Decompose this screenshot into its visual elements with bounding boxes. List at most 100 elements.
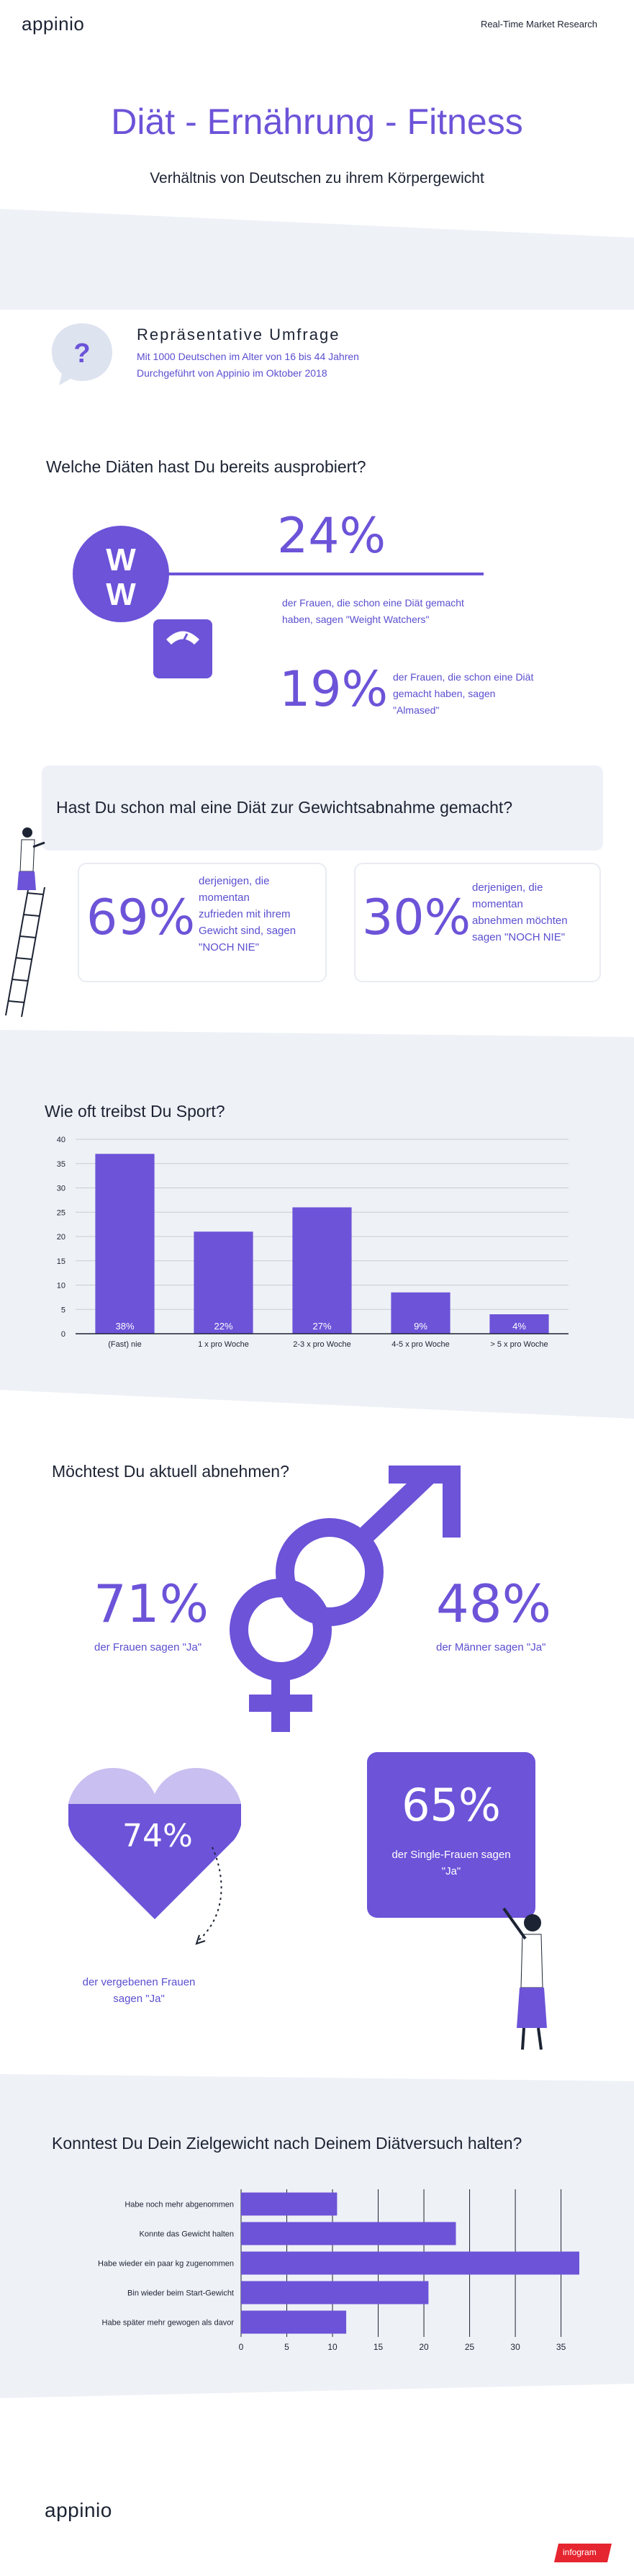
- woman-holding-sign-illustration: [502, 1907, 547, 2050]
- survey-line-1: Mit 1000 Deutschen im Alter von 16 bis 4…: [137, 351, 359, 362]
- svg-text:?: ?: [73, 338, 90, 369]
- bar: [391, 1292, 450, 1334]
- y-tick-label: Konnte das Gewicht halten: [140, 2230, 234, 2239]
- bar: [241, 2192, 338, 2216]
- almased-text-1: der Frauen, die schon eine Diät: [393, 671, 534, 683]
- y-tick-label: Habe später mehr gewogen als davor: [102, 2319, 235, 2328]
- almased-text-3: "Almased": [393, 704, 440, 716]
- sport-question: Wie oft treibst Du Sport?: [45, 1102, 225, 1121]
- bar: [241, 2281, 429, 2305]
- taken-text-2: sagen "Ja": [113, 1993, 165, 2005]
- svg-text:W: W: [106, 577, 136, 612]
- satisfied-text-1: derjenigen, die: [199, 875, 270, 887]
- x-tick-label: 10: [327, 2342, 338, 2352]
- diet-tried-question: Hast Du schon mal eine Diät zur Gewichts…: [56, 798, 513, 817]
- single-text-2: "Ja": [441, 1865, 461, 1877]
- x-tick-label: > 5 x pro Woche: [490, 1340, 548, 1349]
- almased-percentage: 19%: [279, 661, 389, 718]
- taken-text-1: der vergebenen Frauen: [82, 1976, 196, 1988]
- page-subtitle: Verhältnis von Deutschen zu ihrem Körper…: [150, 170, 484, 187]
- x-tick-label: 0: [239, 2342, 244, 2352]
- y-tick-label: 0: [61, 1330, 65, 1339]
- x-tick-label: (Fast) nie: [108, 1340, 141, 1349]
- y-tick-label: 5: [61, 1306, 65, 1314]
- target-weight-bar-chart: 0 5 10 15 20 25 30 35 Habe noch mehr abgenommen K…: [98, 2189, 579, 2352]
- footer-logo[interactable]: appinio: [45, 2499, 112, 2521]
- bar: [95, 1154, 155, 1334]
- x-tick-label: 15: [373, 2342, 384, 2352]
- y-tick-label: 35: [57, 1160, 65, 1169]
- ww-logo-text: W: [106, 542, 136, 578]
- ww-percentage: 24%: [277, 508, 386, 565]
- ww-text-1: der Frauen, die schon eine Diät gemacht: [282, 597, 464, 609]
- satisfied-text-5: "NOCH NIE": [199, 941, 259, 953]
- bar: [489, 1314, 549, 1334]
- satisfied-text-4: Gewicht sind, sagen: [199, 925, 296, 937]
- ladder-woman-illustration: [5, 827, 45, 1018]
- bar: [241, 2251, 579, 2275]
- heart-graphic: [68, 1768, 241, 1945]
- x-tick-label: 4-5 x pro Woche: [391, 1340, 450, 1349]
- y-tick-label: 25: [57, 1208, 65, 1217]
- infogram-badge[interactable]: [554, 2544, 612, 2562]
- lose-question: Möchtest Du aktuell abnehmen?: [52, 1462, 289, 1481]
- single-card: [367, 1752, 535, 1918]
- women-percentage: 71%: [94, 1574, 209, 1634]
- single-percentage: 65%: [402, 1779, 501, 1831]
- sport-bar-chart: 0 5 10 15 20 25 30 35 40 38% (Fast) nie 22% 1 x pro …: [57, 1136, 569, 1349]
- bar: [241, 2310, 347, 2334]
- ww-text-2: haben, sagen "Weight Watchers": [282, 614, 430, 625]
- y-tick-label: Habe noch mehr abgenommen: [124, 2201, 234, 2209]
- weight-watchers-graphic: W W: [73, 526, 484, 678]
- y-tick-label: 30: [57, 1185, 65, 1193]
- scale-icon: [153, 619, 212, 678]
- satisfied-percentage: 69%: [86, 889, 196, 946]
- y-tick-label: 10: [57, 1282, 65, 1291]
- survey-line-2: Durchgeführt von Appinio im Oktober 2018: [137, 367, 327, 379]
- satisfied-text-3: zufrieden mit ihrem: [199, 908, 291, 920]
- target-question: Konntest Du Dein Zielgewicht nach Deinem…: [52, 2134, 522, 2153]
- almased-text-2: gemacht haben, sagen: [393, 688, 496, 699]
- gender-symbols-graphic: [230, 1466, 461, 1732]
- satisfied-text-2: momentan: [199, 892, 250, 904]
- data-label: 27%: [312, 1321, 331, 1332]
- x-tick-label: 2-3 x pro Woche: [293, 1340, 351, 1349]
- stat-card-satisfied: [78, 863, 327, 982]
- bar: [194, 1231, 253, 1334]
- y-tick-label: Habe wieder ein paar kg zugenommen: [98, 2260, 234, 2268]
- want-lose-text-3: abnehmen möchten: [472, 915, 568, 927]
- taken-percentage: 74%: [122, 1818, 193, 1854]
- data-label: 9%: [414, 1321, 427, 1332]
- want-lose-text-2: momentan: [472, 898, 523, 910]
- data-label: 4%: [512, 1321, 526, 1332]
- x-tick-label: 35: [556, 2342, 566, 2352]
- header-logo[interactable]: appinio: [22, 13, 85, 35]
- infogram-badge-text[interactable]: infogram: [563, 2547, 597, 2557]
- diets-question: Welche Diäten hast Du bereits ausprobier…: [46, 457, 366, 476]
- question-bubble-icon: ?: [52, 323, 112, 385]
- x-tick-label: 5: [284, 2342, 289, 2352]
- x-tick-label: 20: [419, 2342, 429, 2352]
- female-symbol-icon: [230, 1579, 332, 1732]
- data-label: 38%: [115, 1321, 134, 1332]
- x-tick-label: 25: [465, 2342, 475, 2352]
- y-tick-label: 20: [57, 1233, 65, 1242]
- survey-heading: Repräsentative Umfrage: [137, 326, 340, 344]
- want-lose-percentage: 30%: [362, 889, 471, 946]
- single-text-1: der Single-Frauen sagen: [391, 1849, 511, 1861]
- want-lose-text-4: sagen "NOCH NIE": [472, 931, 566, 943]
- y-tick-label: 40: [57, 1136, 65, 1144]
- men-text: der Männer sagen "Ja": [436, 1641, 546, 1653]
- data-label: 22%: [214, 1321, 232, 1332]
- x-tick-label: 1 x pro Woche: [198, 1340, 249, 1349]
- bar: [292, 1207, 352, 1334]
- y-tick-label: 15: [57, 1257, 65, 1266]
- women-text: der Frauen sagen "Ja": [94, 1641, 202, 1653]
- x-tick-label: 30: [510, 2342, 520, 2352]
- stat-card-want-lose: [354, 863, 601, 982]
- page-title: Diät - Ernährung - Fitness: [111, 102, 523, 142]
- bar: [241, 2222, 456, 2245]
- diet-question-box: [42, 766, 603, 851]
- header-tagline: Real-Time Market Research: [480, 19, 597, 30]
- men-percentage: 48%: [436, 1574, 552, 1634]
